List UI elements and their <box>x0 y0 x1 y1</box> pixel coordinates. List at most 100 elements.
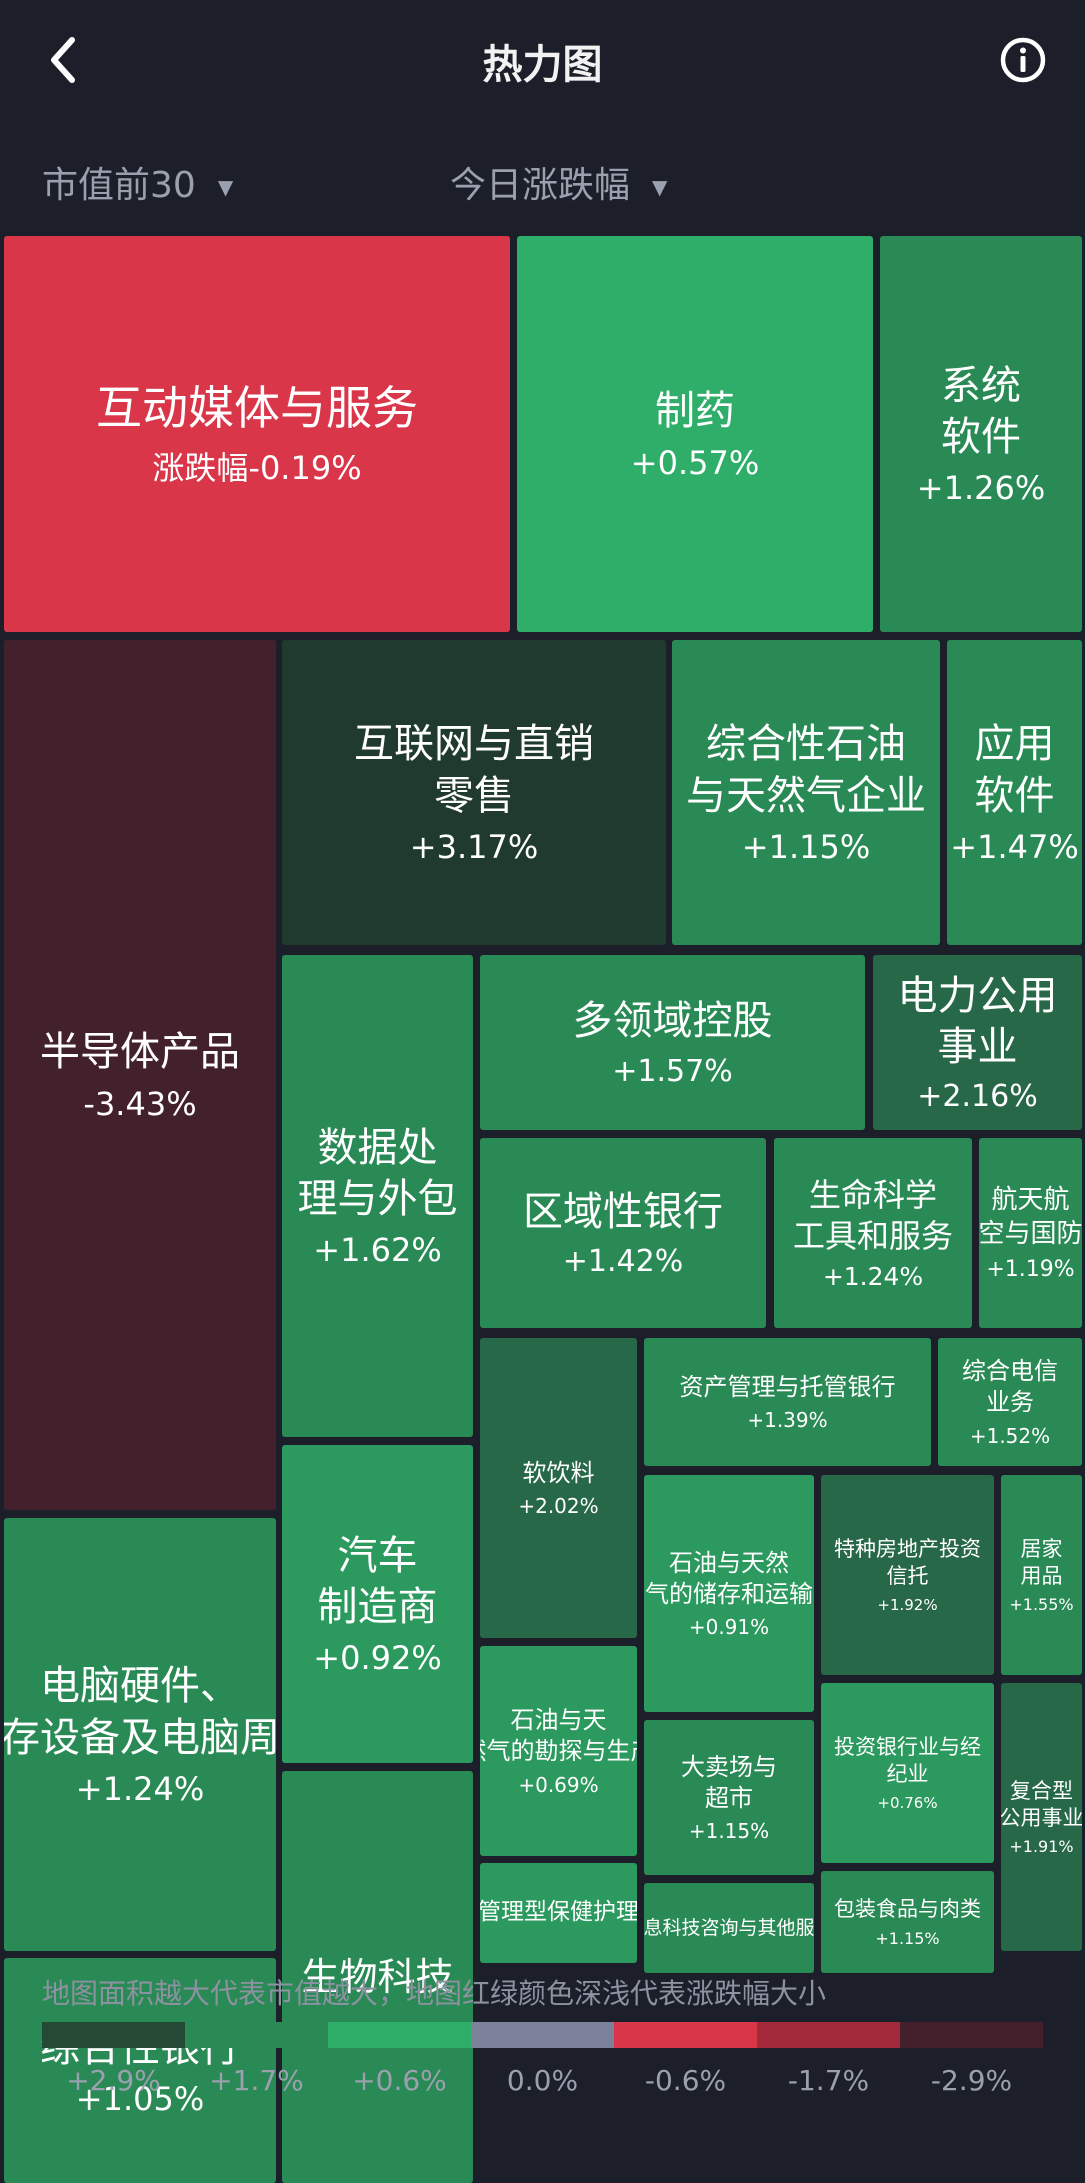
legend-label: -0.6% <box>644 2064 727 2097</box>
info-button[interactable] <box>999 36 1047 84</box>
tile-change-percent: 涨跌幅-0.19% <box>152 449 362 488</box>
tile-change-percent: +1.24% <box>75 1769 205 1808</box>
tile-change-percent: +0.69% <box>518 1772 599 1797</box>
tile-change-percent: +1.15% <box>875 1928 940 1948</box>
info-circle-icon <box>1000 37 1046 83</box>
tile-change-percent: +1.42% <box>562 1244 684 1280</box>
treemap-tile[interactable]: 电力公用 事业 +2.16% <box>873 955 1082 1130</box>
tile-change-percent: -3.43% <box>83 1084 197 1123</box>
treemap-tile[interactable]: 特种房地产投资 信托 +1.92% <box>821 1475 994 1675</box>
tile-industry-name: 互动媒体与服务 <box>96 380 418 435</box>
market-cap-filter[interactable]: 市值前30 ▼ <box>42 156 233 208</box>
treemap-tile[interactable]: 石油与天 然气的勘探与生产 +0.69% <box>480 1646 637 1856</box>
tile-industry-name: 电力公用 事业 <box>897 972 1058 1070</box>
legend-label: +1.7% <box>209 2064 304 2097</box>
tile-change-percent: +1.91% <box>1009 1837 1074 1857</box>
change-metric-filter[interactable]: 今日涨跌幅 ▼ <box>450 156 667 208</box>
tile-industry-name: 复合型 公用事业 <box>1001 1778 1082 1830</box>
tile-change-percent: +1.26% <box>916 469 1046 508</box>
tile-change-percent: +1.55% <box>1009 1595 1074 1615</box>
treemap-tile[interactable]: 包装食品与肉类 +1.15% <box>821 1871 994 1973</box>
treemap-tile[interactable]: 居家 用品 +1.55% <box>1001 1475 1082 1675</box>
legend-label: +2.9% <box>66 2064 161 2097</box>
heatmap-treemap: 互动媒体与服务涨跌幅-0.19% 制药 +0.57% 系统 软件 +1.26% 半导体产品… <box>0 232 1085 2183</box>
treemap-tile[interactable]: 数据处 理与外包 +1.62% <box>282 955 473 1437</box>
treemap-tile[interactable]: 综合性石油 与天然气企业 +1.15% <box>672 640 940 945</box>
tile-industry-name: 区域性银行 <box>523 1188 723 1235</box>
legend-label: +0.6% <box>352 2064 447 2097</box>
tile-industry-name: 系统 软件 <box>941 362 1021 460</box>
tile-industry-name: 综合性石油 与天然气企业 <box>686 721 926 819</box>
tile-change-percent: +0.91% <box>688 1615 770 1640</box>
market-cap-filter-label: 市值前30 <box>42 165 196 206</box>
tile-change-percent: +1.52% <box>969 1423 1051 1448</box>
treemap-tile[interactable]: 航天航 空与国防 +1.19% <box>979 1138 1082 1328</box>
tile-change-percent: +1.19% <box>986 1256 1075 1282</box>
tile-change-percent: +1.62% <box>313 1231 442 1270</box>
legend-swatch <box>42 2022 185 2048</box>
treemap-tile[interactable]: 软饮料 +2.02% <box>480 1338 637 1638</box>
tile-change-percent: +2.02% <box>518 1494 599 1519</box>
tile-industry-name: 应用 软件 <box>974 721 1055 819</box>
treemap-tile[interactable]: 投资银行业与经 纪业 +0.76% <box>821 1683 994 1863</box>
treemap-tile[interactable]: 信息科技咨询与其他服务 <box>644 1883 814 1973</box>
legend-swatch <box>328 2022 471 2048</box>
legend-label: -1.7% <box>787 2064 870 2097</box>
chevron-left-icon <box>51 37 75 83</box>
treemap-tile[interactable]: 互联网与直销 零售 +3.17% <box>282 640 666 945</box>
treemap-tile[interactable]: 区域性银行 +1.42% <box>480 1138 766 1328</box>
tile-industry-name: 投资银行业与经 纪业 <box>834 1735 981 1786</box>
legend-description: 地图面积越大代表市值越大，地图红绿颜色深浅代表涨跌幅大小 <box>42 1977 827 2010</box>
tile-industry-name: 生命科学 工具和服务 <box>792 1175 953 1255</box>
legend-label: -2.9% <box>930 2064 1013 2097</box>
treemap-tile[interactable]: 生物科技 <box>282 1771 473 2183</box>
tile-change-percent: +1.05% <box>75 2080 205 2119</box>
tile-change-percent: +1.24% <box>822 1262 924 1292</box>
page-title: 热力图 <box>482 42 603 88</box>
treemap-tile[interactable]: 石油与天然 气的储存和运输 +0.91% <box>644 1475 814 1712</box>
legend-scale-labels: +2.9% +1.7% +0.6% 0.0% -0.6% -1.7% -2.9% <box>42 2064 1043 2104</box>
treemap-tile[interactable]: 复合型 公用事业 +1.91% <box>1001 1683 1082 1951</box>
filter-bar: 市值前30 ▼ 今日涨跌幅 ▼ <box>0 140 1085 220</box>
tile-industry-name: 综合电信 业务 <box>962 1357 1058 1416</box>
tile-change-percent: +1.92% <box>877 1595 938 1614</box>
tile-industry-name: 多领域控股 <box>572 998 773 1045</box>
tile-change-percent: +0.92% <box>313 1639 442 1678</box>
treemap-tile[interactable]: 多领域控股 +1.57% <box>480 955 865 1130</box>
treemap-tile[interactable]: 大卖场与 超市 +1.15% <box>644 1720 814 1875</box>
caret-down-icon: ▼ <box>217 175 234 199</box>
treemap-tile[interactable]: 综合电信 业务 +1.52% <box>938 1338 1082 1466</box>
caret-down-icon: ▼ <box>652 175 668 199</box>
tile-industry-name: 数据处 理与外包 <box>297 1124 458 1222</box>
tile-change-percent: +3.17% <box>409 827 539 866</box>
tile-change-percent: +1.47% <box>950 827 1079 866</box>
legend-color-scale <box>42 2022 1043 2048</box>
treemap-tile[interactable]: 汽车 制造商 +0.92% <box>282 1445 473 1763</box>
change-metric-filter-label: 今日涨跌幅 <box>450 165 631 206</box>
back-button[interactable] <box>40 30 90 90</box>
treemap-tile[interactable]: 半导体产品 -3.43% <box>4 640 276 1510</box>
tile-industry-name: 信息科技咨询与其他服务 <box>644 1916 814 1939</box>
tile-industry-name: 资产管理与托管银行 <box>679 1372 896 1401</box>
tile-change-percent: +1.57% <box>612 1053 733 1089</box>
treemap-tile[interactable]: 资产管理与托管银行 +1.39% <box>644 1338 931 1466</box>
legend-swatch <box>185 2022 328 2048</box>
tile-change-percent: +0.57% <box>630 443 760 482</box>
tile-industry-name: 生物科技 <box>301 1954 454 1999</box>
treemap-tile[interactable]: 应用 软件 +1.47% <box>947 640 1082 945</box>
treemap-tile[interactable]: 管理型保健护理 <box>480 1863 637 1963</box>
treemap-tile[interactable]: 制药 +0.57% <box>517 236 873 632</box>
tile-industry-name: 航天航 空与国防 <box>979 1185 1082 1249</box>
treemap-tile[interactable]: 互动媒体与服务涨跌幅-0.19% <box>4 236 510 632</box>
legend-swatch <box>614 2022 757 2048</box>
tile-industry-name: 制药 <box>655 388 735 435</box>
treemap-tile[interactable]: 生命科学 工具和服务 +1.24% <box>774 1138 972 1328</box>
tile-industry-name: 石油与天然 气的储存和运输 <box>645 1548 813 1608</box>
tile-industry-name: 大卖场与 超市 <box>681 1752 777 1812</box>
tile-industry-name: 软饮料 <box>522 1458 595 1487</box>
treemap-tile[interactable]: 系统 软件 +1.26% <box>880 236 1082 632</box>
app-header: 热力图 <box>0 0 1085 120</box>
tile-industry-name: 居家 用品 <box>1020 1536 1063 1588</box>
tile-industry-name: 石油与天 然气的勘探与生产 <box>480 1706 637 1765</box>
treemap-tile[interactable]: 电脑硬件、 储存设备及电脑周边 +1.24% <box>4 1518 276 1951</box>
